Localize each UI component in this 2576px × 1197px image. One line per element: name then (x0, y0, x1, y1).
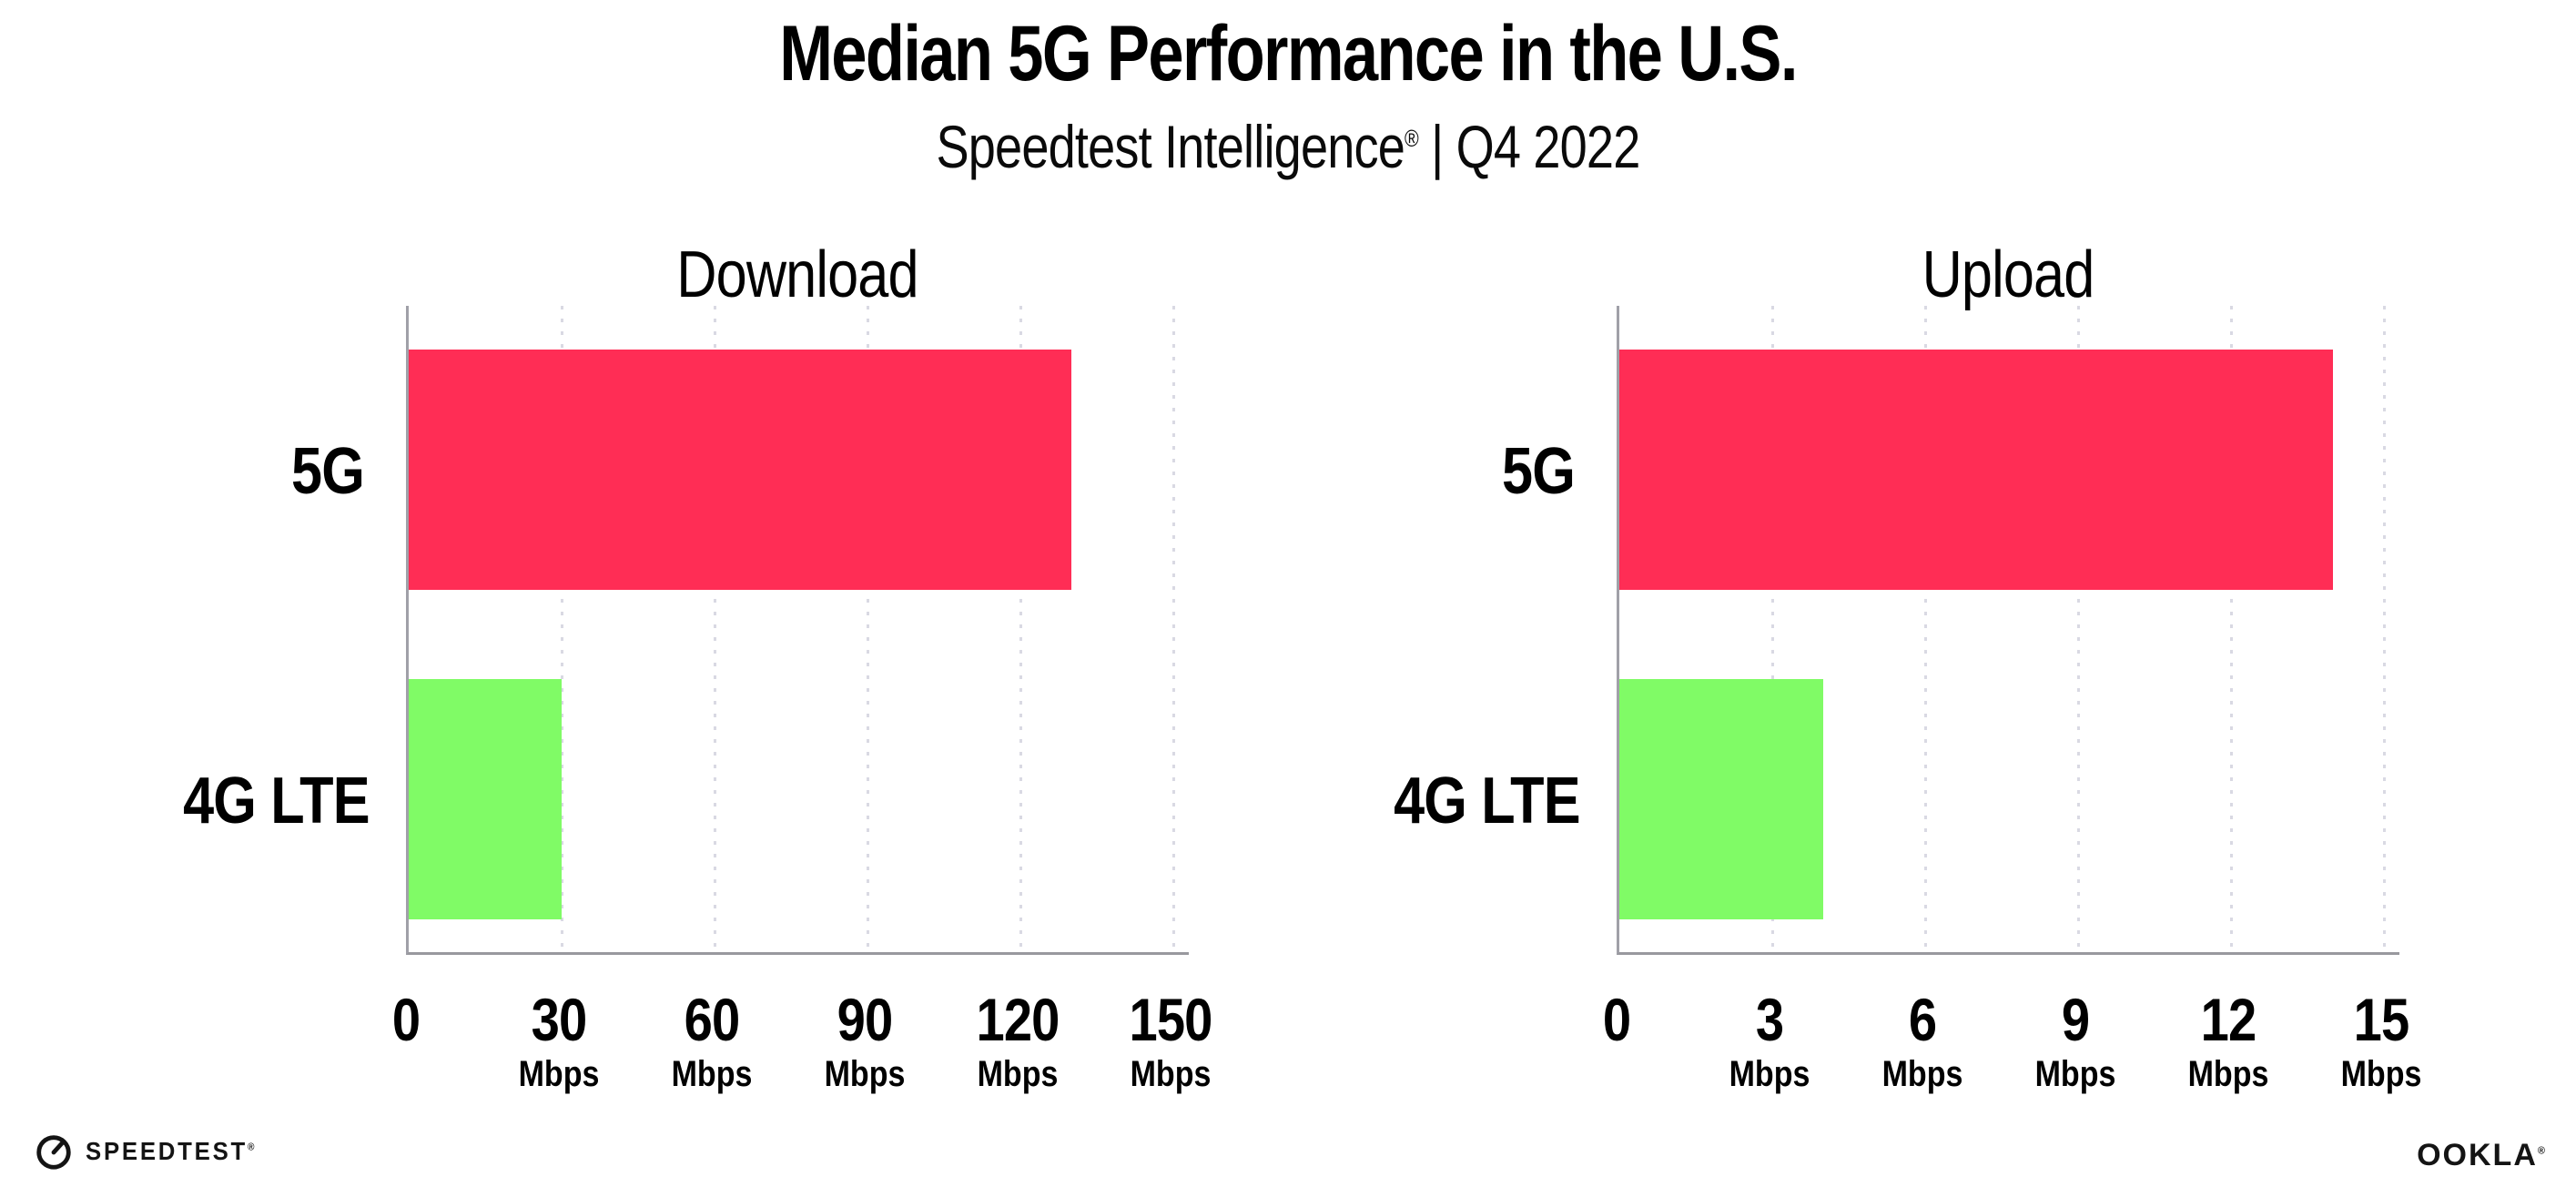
x-tick-label-12: 12 (2200, 986, 2257, 1053)
x-tick-label-30: 30 (531, 986, 588, 1053)
page-title: Median 5G Performance in the U.S. (779, 10, 1798, 97)
plot-area-upload (1617, 306, 2399, 955)
chart-title-upload: Upload (1922, 238, 2095, 311)
x-tick-unit-150: Mbps (1130, 1054, 1212, 1094)
gridline-15 (2383, 306, 2386, 952)
gridline-150 (1172, 306, 1175, 952)
gridline-30 (561, 306, 563, 952)
category-label-4g-lte: 4G LTE (1394, 765, 1580, 837)
subtitle-period: | Q4 2022 (1417, 113, 1640, 180)
ookla-registered-mark-icon: ® (2537, 1145, 2545, 1157)
registered-mark-icon: ® (1405, 125, 1419, 152)
speedtest-gauge-icon (36, 1135, 71, 1170)
chart-title-download: Download (676, 238, 918, 311)
x-tick-unit-30: Mbps (518, 1054, 600, 1094)
x-tick-label-0: 0 (391, 986, 421, 1053)
category-label-5g: 5G (291, 435, 365, 508)
subtitle-brand: Speedtest Intelligence (936, 113, 1405, 180)
gridline-60 (714, 306, 716, 952)
ookla-logo: OOKLA® (2417, 1138, 2545, 1173)
x-tick-unit-9: Mbps (2034, 1054, 2116, 1094)
category-label-5g: 5G (1502, 435, 1576, 508)
x-tick-unit-60: Mbps (671, 1054, 753, 1094)
speedtest-logo: SPEEDTEST® (33, 1131, 269, 1172)
gridline-6 (1924, 306, 1927, 952)
x-tick-label-150: 150 (1129, 986, 1212, 1053)
category-label-4g-lte: 4G LTE (183, 765, 370, 837)
gridline-9 (2077, 306, 2080, 952)
x-tick-unit-120: Mbps (977, 1054, 1059, 1094)
bar-4g-lte (409, 679, 562, 919)
plot-area-download (406, 306, 1189, 955)
gridline-90 (867, 306, 869, 952)
x-tick-label-90: 90 (837, 986, 894, 1053)
chart-download: Download 0 30 Mbps 60 Mbps 90 Mbps 120 Mbps 150 Mbp… (151, 238, 1225, 1112)
x-tick-unit-12: Mbps (2187, 1054, 2269, 1094)
x-tick-label-60: 60 (684, 986, 741, 1053)
x-tick-unit-6: Mbps (1881, 1054, 1963, 1094)
speedtest-wordmark: SPEEDTEST® (86, 1137, 255, 1165)
chart-upload: Upload 0 3 Mbps 6 Mbps 9 Mbps 12 Mbps 15 Mbps 5G 4G L… (1362, 238, 2436, 1112)
x-tick-label-6: 6 (1908, 986, 1937, 1053)
x-tick-label-3: 3 (1755, 986, 1784, 1053)
ookla-wordmark: OOKLA® (2417, 1138, 2545, 1172)
x-tick-unit-3: Mbps (1729, 1054, 1810, 1094)
gridline-120 (1019, 306, 1022, 952)
x-tick-label-9: 9 (2061, 986, 2090, 1053)
x-tick-label-120: 120 (976, 986, 1060, 1053)
page-subtitle: Speedtest Intelligence® | Q4 2022 (232, 112, 2345, 181)
bar-5g (1619, 350, 2333, 590)
bar-4g-lte (1619, 679, 1823, 919)
speedtest-registered-mark-icon: ® (248, 1141, 255, 1153)
x-tick-label-0: 0 (1602, 986, 1631, 1053)
x-tick-unit-15: Mbps (2340, 1054, 2422, 1094)
bar-5g (409, 350, 1071, 590)
header: Median 5G Performance in the U.S. Speedt… (0, 0, 2576, 181)
gridline-3 (1771, 306, 1774, 952)
x-tick-unit-90: Mbps (824, 1054, 906, 1094)
x-tick-label-15: 15 (2353, 986, 2410, 1053)
gridline-12 (2230, 306, 2233, 952)
